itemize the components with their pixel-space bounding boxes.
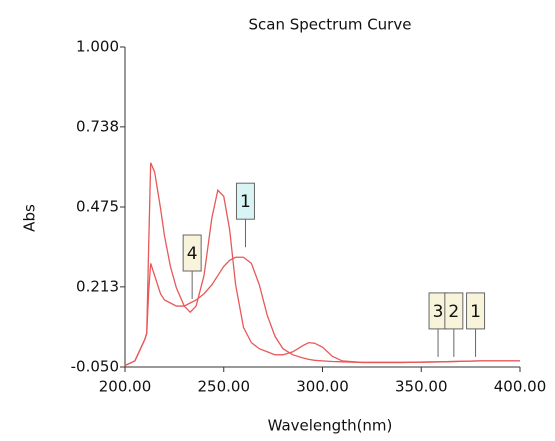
x-tick-label: 400.00 <box>494 378 547 396</box>
spectrum-line <box>124 162 520 367</box>
y-tick-label: 0.475 <box>76 198 119 216</box>
y-tick-label: 0.213 <box>76 277 119 295</box>
annotation-box <box>182 234 202 272</box>
x-tick-label: 200.00 <box>99 378 152 396</box>
y-tick-label: 0.738 <box>76 117 119 135</box>
chart-title: Scan Spectrum Curve <box>249 16 412 34</box>
annotation-label: 1 <box>470 302 481 322</box>
annotation-box <box>235 182 255 220</box>
annotation-box <box>444 292 464 330</box>
y-tick-label: 1.000 <box>76 38 119 56</box>
annotation-label: 3 <box>433 302 444 322</box>
y-axis-label: Abs <box>21 204 39 232</box>
annotation-label: 1 <box>240 192 251 212</box>
annotation-label: 2 <box>448 302 459 322</box>
x-axis-label: Wavelength(nm) <box>268 417 393 435</box>
annotation-label: 4 <box>187 244 198 264</box>
y-tick-label: -0.050 <box>71 358 119 376</box>
annotation-box <box>466 292 486 330</box>
x-tick-label: 350.00 <box>395 378 448 396</box>
x-tick-label: 250.00 <box>198 378 251 396</box>
spectrum-line <box>124 256 520 367</box>
x-tick-label: 300.00 <box>296 378 349 396</box>
